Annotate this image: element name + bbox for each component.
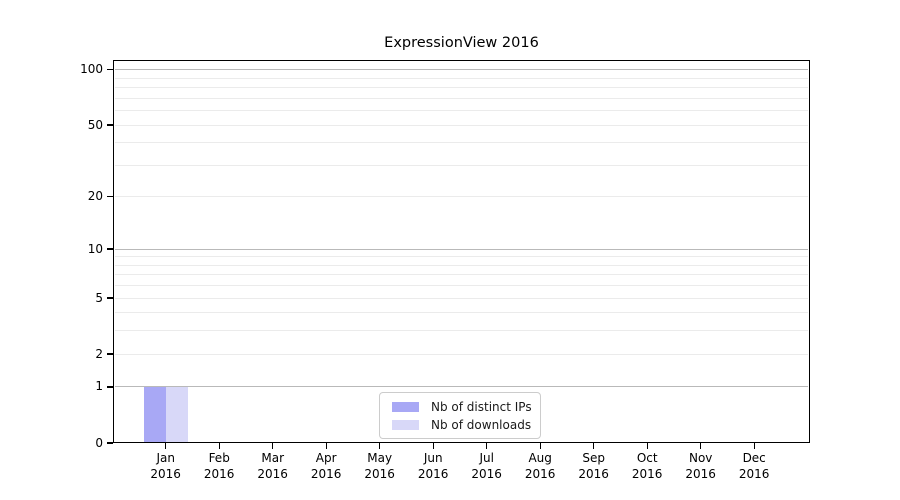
gridline-minor bbox=[114, 124, 809, 126]
x-tick-label-month: Feb bbox=[208, 451, 230, 465]
y-tick-label: 0 bbox=[95, 435, 103, 450]
y-tick-label: 20 bbox=[87, 189, 103, 204]
x-tick-label-year: 2016 bbox=[257, 466, 288, 481]
gridline-minor bbox=[114, 164, 809, 166]
x-tick-label-month: Jan bbox=[156, 451, 175, 465]
x-tick-label-month: Apr bbox=[315, 451, 337, 465]
gridline-minor bbox=[114, 142, 809, 144]
x-tick bbox=[272, 443, 274, 449]
x-tick-label: Dec 2016 bbox=[722, 451, 786, 482]
x-tick-label-year: 2016 bbox=[417, 466, 449, 481]
gridline-minor bbox=[114, 264, 809, 266]
gridline-minor bbox=[114, 87, 809, 89]
gridline-minor bbox=[114, 285, 809, 287]
gridline-minor bbox=[114, 330, 809, 332]
x-tick-label: Apr 2016 bbox=[294, 451, 358, 482]
x-tick-label: Jun 2016 bbox=[401, 451, 465, 482]
x-tick-label-month: Jul bbox=[479, 451, 494, 465]
y-tick-label: 5 bbox=[95, 290, 103, 305]
gridline-major bbox=[114, 386, 809, 388]
gridline-minor bbox=[114, 110, 809, 112]
x-tick-label-year: 2016 bbox=[150, 466, 181, 481]
gridline-minor bbox=[114, 77, 809, 79]
x-tick-label-year: 2016 bbox=[364, 466, 395, 481]
x-tick-label: Aug 2016 bbox=[508, 451, 572, 482]
x-tick-label: May 2016 bbox=[348, 451, 412, 482]
y-tick bbox=[106, 442, 113, 444]
x-tick-label: Nov 2016 bbox=[669, 451, 733, 482]
x-tick bbox=[753, 443, 755, 449]
gridline-minor bbox=[114, 297, 809, 299]
y-tick-label: 1 bbox=[95, 379, 103, 394]
y-tick-label: 50 bbox=[87, 117, 103, 132]
x-tick-label-year: 2016 bbox=[578, 466, 609, 481]
legend-entry-label: Nb of downloads bbox=[431, 417, 532, 432]
x-tick-label: Oct 2016 bbox=[615, 451, 679, 482]
y-tick-label: 10 bbox=[87, 241, 103, 256]
x-tick bbox=[646, 443, 648, 449]
legend-entry-label: Nb of distinct IPs bbox=[431, 399, 532, 414]
chart-title: ExpressionView 2016 bbox=[384, 35, 539, 51]
gridline-minor bbox=[114, 97, 809, 99]
x-tick bbox=[218, 443, 220, 449]
x-tick-label-year: 2016 bbox=[471, 466, 502, 481]
gridline-major bbox=[114, 248, 809, 250]
y-tick-label: 100 bbox=[80, 62, 103, 77]
x-tick-label-year: 2016 bbox=[631, 466, 663, 481]
gridline-minor bbox=[114, 312, 809, 314]
y-tick bbox=[106, 386, 113, 388]
x-tick bbox=[432, 443, 434, 449]
x-tick bbox=[165, 443, 167, 449]
y-tick bbox=[106, 353, 113, 355]
x-tick bbox=[539, 443, 541, 449]
x-tick-label: Feb 2016 bbox=[187, 451, 251, 482]
x-tick-label-year: 2016 bbox=[310, 466, 342, 481]
x-tick bbox=[486, 443, 488, 449]
bar-nb-of-downloads bbox=[165, 386, 188, 443]
y-tick bbox=[106, 124, 113, 126]
x-tick-label-month: Mar bbox=[261, 451, 284, 465]
x-tick-label-month: Jun bbox=[423, 451, 443, 465]
x-tick-label-year: 2016 bbox=[685, 466, 716, 481]
y-tick bbox=[106, 297, 113, 299]
x-tick-label-year: 2016 bbox=[524, 466, 556, 481]
y-tick bbox=[106, 248, 113, 250]
gridline-major bbox=[114, 69, 809, 71]
x-tick bbox=[379, 443, 381, 449]
x-tick bbox=[593, 443, 595, 449]
x-tick-label: Mar 2016 bbox=[241, 451, 305, 482]
x-tick-label-month: May bbox=[367, 451, 393, 465]
x-tick-label-year: 2016 bbox=[738, 466, 770, 481]
x-tick-label-month: Sep bbox=[582, 451, 605, 465]
x-tick-label-month: Dec bbox=[742, 451, 766, 465]
x-tick-label-year: 2016 bbox=[203, 466, 235, 481]
gridline-minor bbox=[114, 353, 809, 355]
legend-entry: Nb of distinct IPs bbox=[388, 400, 532, 414]
x-tick bbox=[325, 443, 327, 449]
x-tick-label-month: Nov bbox=[688, 451, 713, 465]
legend-swatch bbox=[392, 401, 419, 412]
gridline-minor bbox=[114, 196, 809, 198]
x-tick bbox=[700, 443, 702, 449]
y-tick bbox=[106, 69, 113, 71]
gridline-minor bbox=[114, 256, 809, 258]
legend: Nb of distinct IPs Nb of downloads bbox=[379, 392, 541, 439]
y-tick bbox=[106, 196, 113, 198]
bar-nb-of-distinct-ips bbox=[143, 386, 166, 443]
x-tick-label: Jul 2016 bbox=[455, 451, 519, 482]
x-tick-label-month: Oct bbox=[636, 451, 658, 465]
x-tick-label: Sep 2016 bbox=[562, 451, 626, 482]
legend-entry: Nb of downloads bbox=[388, 418, 532, 432]
legend-swatch bbox=[392, 419, 419, 430]
gridline-minor bbox=[114, 274, 809, 276]
x-tick-label-month: Aug bbox=[528, 451, 552, 465]
x-tick-label: Jan 2016 bbox=[134, 451, 198, 482]
y-tick-label: 2 bbox=[95, 346, 103, 361]
